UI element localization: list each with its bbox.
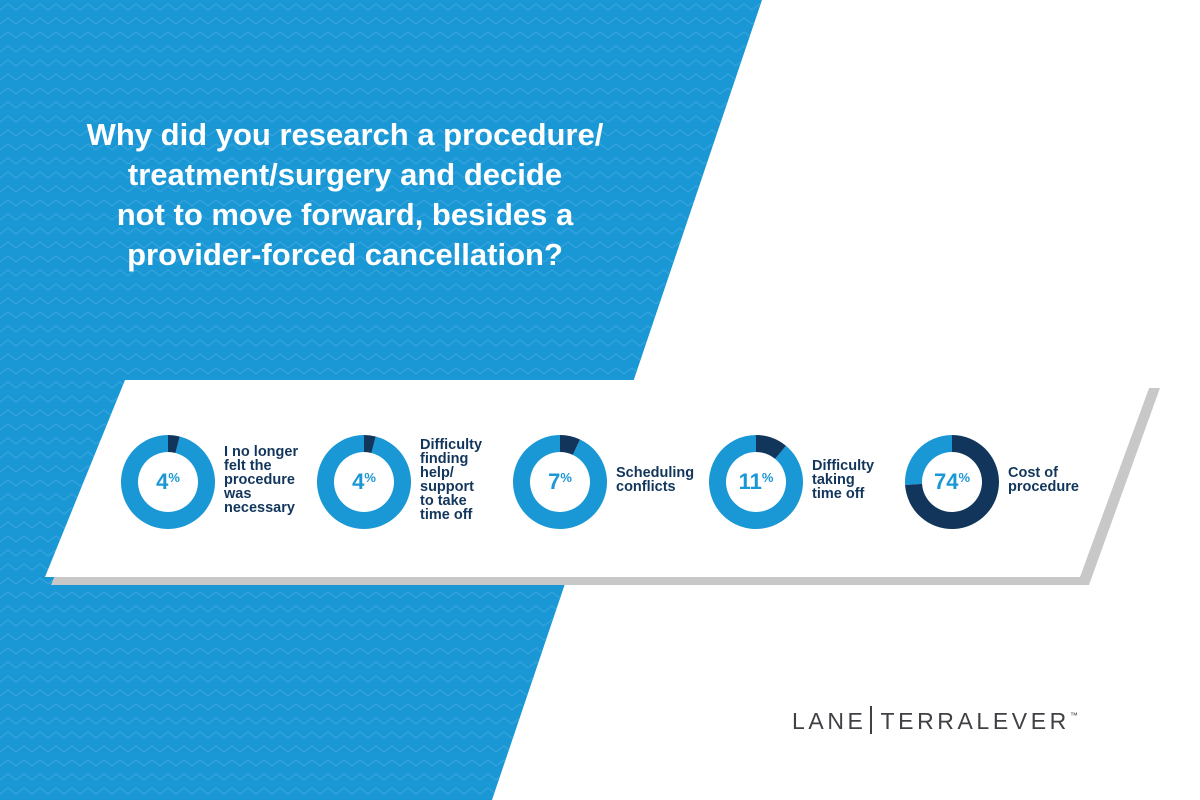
- donut-percent-label: 7%: [548, 469, 572, 494]
- label-line: conflicts: [616, 479, 676, 495]
- donut-percent-label: 11%: [739, 469, 774, 494]
- logo-terralever: TERRALEVER: [880, 708, 1070, 734]
- percent-value: 4: [352, 469, 365, 494]
- logo-divider: [870, 706, 873, 734]
- percent-sign: %: [958, 470, 970, 485]
- title-line: provider-forced cancellation?: [127, 237, 563, 272]
- percent-value: 11: [739, 469, 762, 494]
- donut-value-segment: [364, 435, 376, 453]
- donut-percent-label: 4%: [352, 469, 376, 494]
- donut-remainder-segment: [513, 435, 607, 529]
- label-line: procedure: [224, 472, 295, 488]
- label-line: Cost of: [1008, 465, 1058, 481]
- label-line: finding: [420, 451, 469, 467]
- donut-item: 4% I no longer felt the procedure was necessa…: [118, 432, 318, 532]
- company-logo: LANE TERRALEVER™: [792, 706, 1078, 746]
- percent-sign: %: [168, 470, 180, 485]
- donut-value-segment: [168, 435, 180, 453]
- donut-item: 74% Cost of procedure: [902, 432, 1102, 532]
- donut-category-label: Difficulty finding help/support to take time…: [420, 437, 512, 523]
- label-line: I no longer: [224, 444, 299, 460]
- logo-lane: LANE: [792, 708, 867, 734]
- donut-remainder-segment: [905, 435, 952, 485]
- donut-category-label: Scheduling conflicts: [616, 465, 708, 495]
- donut-item: 7% Scheduling conflicts: [510, 432, 710, 532]
- percent-sign: %: [560, 470, 572, 485]
- label-line: Difficulty: [812, 458, 875, 474]
- title-line: treatment/surgery and decide: [127, 157, 563, 192]
- label-line: necessary: [224, 500, 295, 516]
- donut-chart: 11%: [709, 435, 803, 529]
- donut-value-segment: [756, 435, 786, 459]
- label-line: help/: [420, 465, 454, 481]
- logo-trademark: ™: [1069, 711, 1078, 720]
- title-line: Why did you research a procedure/: [86, 117, 604, 152]
- donut-remainder-segment: [317, 435, 411, 529]
- percent-value: 74: [934, 469, 959, 494]
- donut-chart: 4%: [317, 435, 411, 529]
- donut-category-label: I no longer felt the procedure was necessary: [224, 444, 316, 516]
- donut-chart: 4%: [120, 435, 215, 529]
- donut-category-label: Cost of procedure: [1008, 465, 1100, 495]
- percent-value: 4: [156, 469, 169, 494]
- donut-remainder-segment: [709, 435, 803, 529]
- label-line: procedure: [1008, 479, 1079, 495]
- percent-sign: %: [364, 470, 376, 485]
- donut-remainder-segment: [120, 435, 215, 529]
- label-line: was: [224, 486, 252, 502]
- donut-chart: 74%: [905, 435, 999, 529]
- donut-item: 4% Difficulty finding help/support to take ti…: [314, 432, 514, 532]
- label-line: to take: [420, 493, 467, 509]
- label-line: Scheduling: [616, 465, 695, 481]
- donut-item: 11% Difficulty taking time off: [706, 432, 906, 532]
- percent-sign: %: [762, 470, 774, 485]
- donut-value-segment: [560, 435, 581, 455]
- title-line: not to move forward, besides a: [116, 197, 574, 232]
- donut-percent-label: 4%: [156, 469, 180, 494]
- label-line: Difficulty: [420, 437, 483, 453]
- donut-chart: 7%: [513, 435, 607, 529]
- label-line: taking: [812, 472, 855, 488]
- percent-value: 7: [548, 469, 560, 494]
- label-line: time off: [420, 507, 473, 523]
- label-line: felt the: [224, 458, 272, 474]
- donut-percent-label: 74%: [934, 469, 970, 494]
- donut-category-label: Difficulty taking time off: [812, 458, 904, 502]
- label-line: support: [420, 479, 474, 495]
- donut-value-segment: [905, 435, 999, 529]
- label-line: time off: [812, 486, 865, 502]
- chart-title: Why did you research a procedure/ treatm…: [50, 115, 640, 275]
